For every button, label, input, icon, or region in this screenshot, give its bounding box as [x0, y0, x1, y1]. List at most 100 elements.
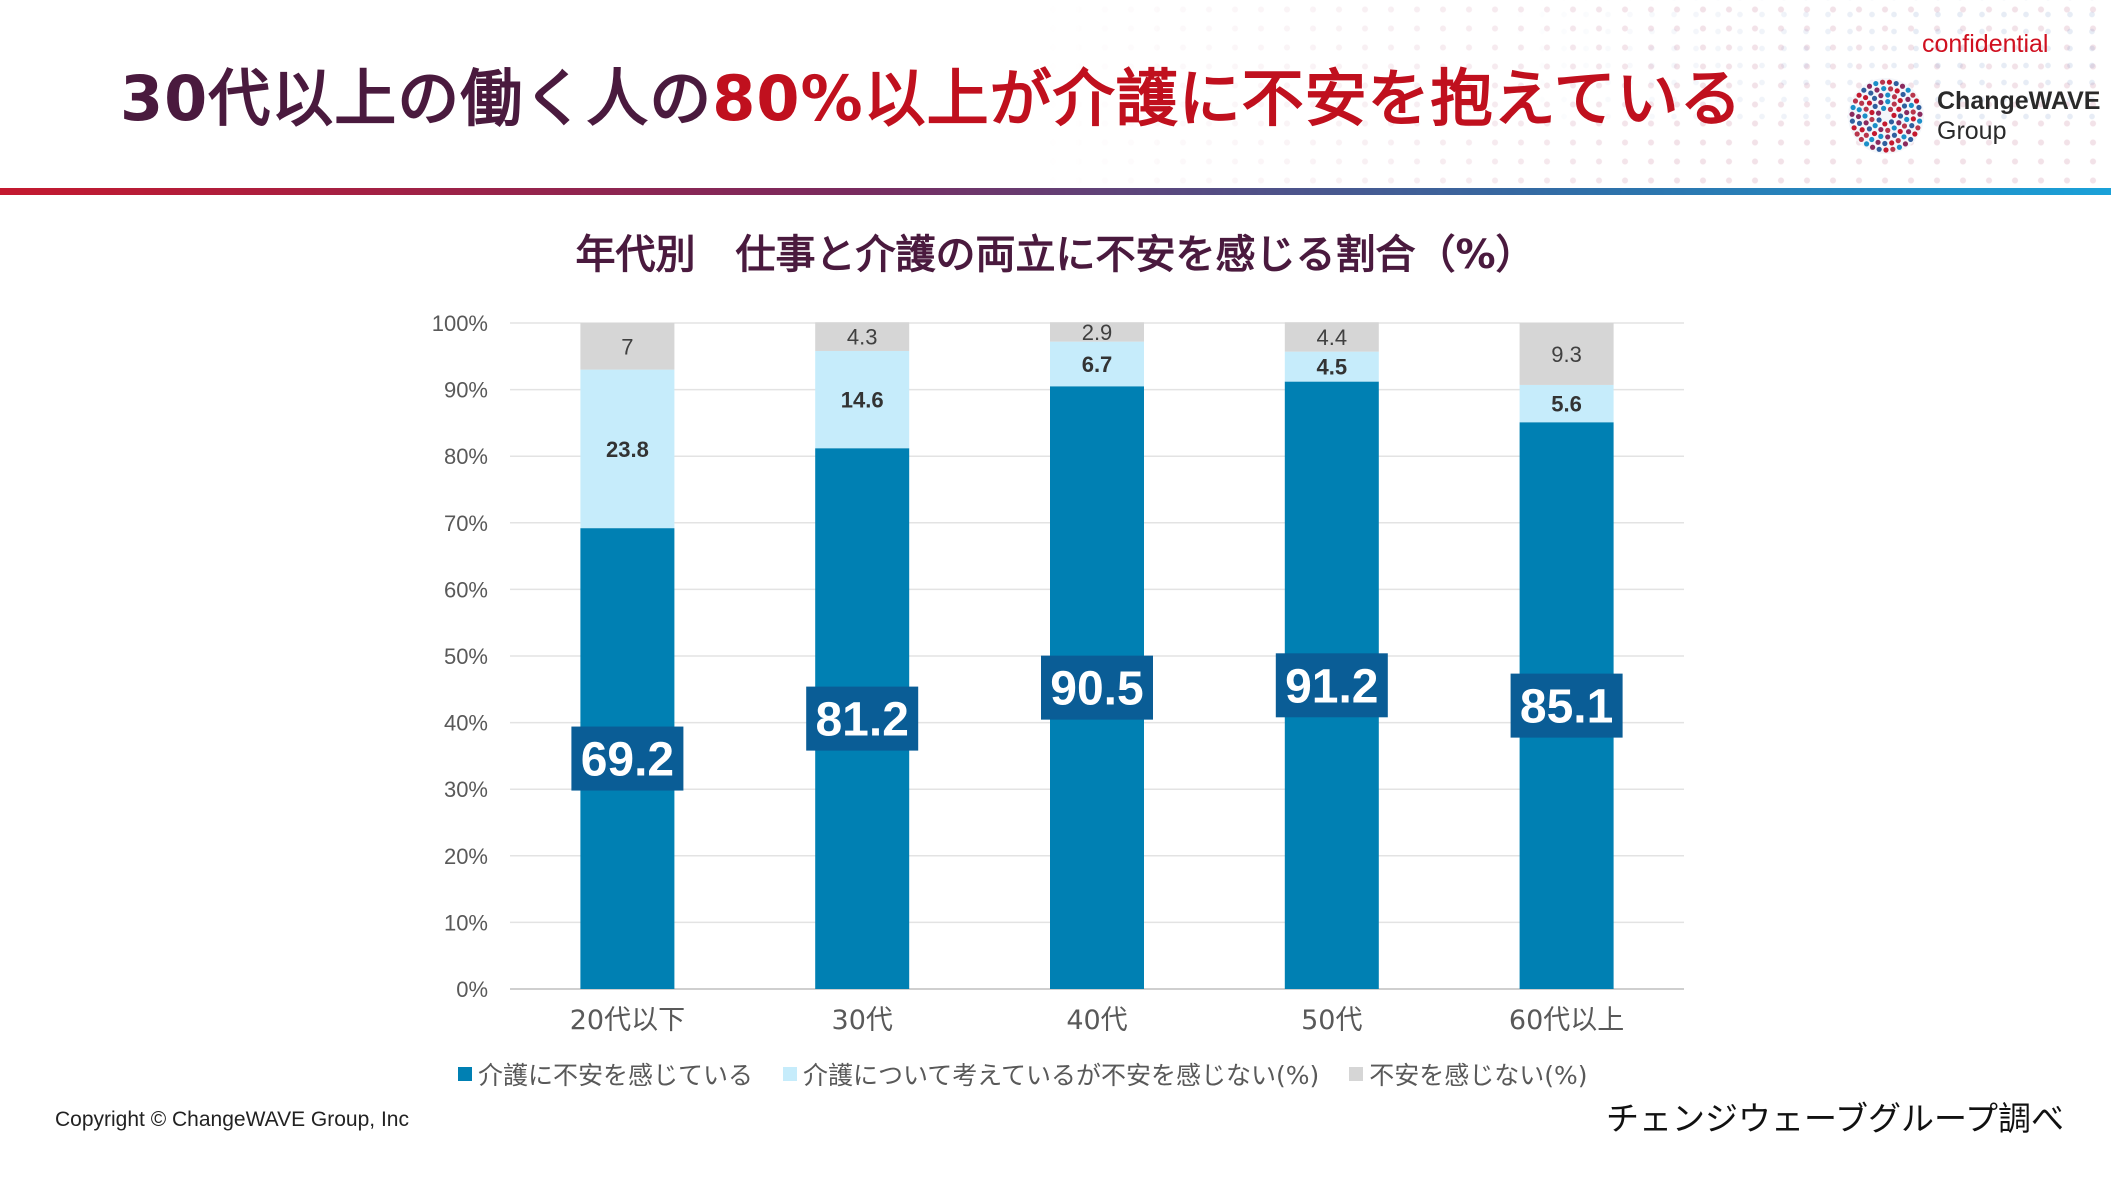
logo-dot	[1866, 83, 1873, 89]
y-tick-label: 40%	[444, 711, 488, 736]
logo-dot	[1871, 95, 1878, 102]
logo-dot	[1856, 92, 1862, 98]
logo-dot	[1871, 130, 1878, 137]
logo-dot	[1869, 136, 1875, 143]
company-logo: ChangeWAVE Group	[1845, 75, 2100, 160]
chart-legend: 介護に不安を感じている 介護について考えているが不安を感じない(%) 不安を感じ…	[458, 1056, 1588, 1092]
logo-dot	[1885, 92, 1891, 98]
logo-dot	[1859, 100, 1865, 106]
data-label-considering: 4.5	[1317, 355, 1348, 380]
x-tick-label: 40代	[1066, 1005, 1127, 1036]
y-tick-label: 20%	[444, 844, 488, 869]
logo-dot	[1895, 138, 1901, 144]
header-dot-pattern-blue	[1500, 0, 2111, 130]
bar-segment-considering	[1284, 351, 1379, 382]
logo-dot	[1861, 87, 1867, 93]
data-label-box	[1275, 653, 1388, 718]
x-tick-label: 60代以上	[1509, 1005, 1624, 1036]
logo-dot	[1876, 117, 1882, 123]
header-dot-pattern	[1040, 0, 2111, 190]
source-note: チェンジウェーブグループ調べ	[1605, 1099, 2064, 1138]
logo-dot	[1849, 118, 1855, 124]
logo-dot	[1863, 141, 1870, 147]
x-tick-label: 30代	[832, 1005, 893, 1036]
y-tick-label: 10%	[444, 910, 488, 935]
logo-dot	[1855, 113, 1862, 120]
data-label-anxious: 90.5	[1050, 663, 1143, 716]
y-tick-label: 70%	[444, 511, 488, 536]
logo-dot	[1910, 109, 1916, 115]
logo-dot	[1896, 106, 1902, 112]
legend-swatch-not-anxious	[1349, 1067, 1364, 1081]
logo-dot	[1866, 100, 1873, 106]
logo-dot	[1882, 140, 1888, 147]
logo-dot	[1888, 86, 1894, 92]
logo-dot	[1881, 85, 1887, 92]
legend-item-not-anxious: 不安を感じない(%)	[1349, 1056, 1588, 1092]
logo-dot	[1885, 127, 1891, 133]
data-label-box	[1510, 673, 1623, 738]
logo-dot	[1888, 119, 1895, 125]
y-tick-label: 30%	[444, 777, 488, 802]
logo-dot	[1905, 87, 1911, 93]
bar-segment-considering	[815, 350, 910, 449]
y-tick-label: 0%	[456, 977, 488, 1002]
logo-dot	[1900, 91, 1906, 98]
logo-dot	[1863, 132, 1869, 138]
logo-dot	[1896, 120, 1902, 126]
header-gradient-rule	[0, 188, 2111, 195]
data-label-not-anxious: 4.3	[847, 325, 878, 350]
logo-globe-icon	[1848, 78, 1924, 154]
copyright-text: Copyright © ChangeWAVE Group, Inc	[55, 1108, 409, 1131]
logo-dot	[1851, 125, 1857, 131]
logo-dot	[1913, 98, 1920, 104]
page-headline: 30代以上の働く人の80%以上が介護に不安を抱えている	[120, 48, 1743, 138]
logo-dot	[1910, 92, 1916, 98]
logo-dot	[1863, 106, 1869, 112]
headline-part-1: 30代以上の働く人の	[120, 62, 713, 135]
logo-dot	[1897, 97, 1903, 104]
logo-dot	[1854, 131, 1860, 137]
logo-dot	[1878, 93, 1884, 99]
logo-dot	[1873, 80, 1879, 87]
logo-dot	[1869, 109, 1875, 116]
data-label-not-anxious: 9.3	[1551, 342, 1582, 367]
logo-dot	[1883, 147, 1889, 153]
data-label-considering: 23.8	[606, 437, 649, 462]
logo-dot	[1887, 106, 1894, 112]
bar-segment-not-anxious	[815, 322, 910, 351]
data-label-box	[571, 726, 684, 791]
logo-dot	[1862, 113, 1868, 119]
logo-dot	[1849, 111, 1855, 117]
legend-swatch-anxious	[458, 1067, 472, 1081]
x-tick-label: 50代	[1301, 1005, 1362, 1036]
data-label-box	[1041, 655, 1153, 720]
legend-label-considering: 介護について考えているが不安を感じない(%)	[803, 1061, 1320, 1090]
logo-dot	[1872, 123, 1878, 129]
logo-dot	[1869, 144, 1876, 150]
logo-dot	[1899, 83, 1906, 89]
y-tick-label: 80%	[444, 444, 488, 469]
logo-dot	[1876, 146, 1882, 152]
data-label-considering: 6.7	[1082, 352, 1113, 377]
logo-dot	[1896, 144, 1903, 150]
logo-dot	[1891, 101, 1897, 107]
legend-item-anxious: 介護に不安を感じている	[458, 1056, 753, 1092]
logo-dot	[1891, 112, 1897, 118]
legend-label-not-anxious: 不安を感じない(%)	[1369, 1061, 1588, 1090]
logo-dot	[1904, 109, 1910, 116]
logo-dot	[1905, 129, 1912, 135]
logo-dot	[1916, 104, 1922, 111]
logo-dot	[1863, 120, 1869, 126]
logo-dot	[1879, 79, 1886, 85]
logo-dot	[1901, 123, 1908, 129]
logo-dot	[1856, 107, 1862, 113]
data-label-anxious: 81.2	[815, 694, 908, 747]
logo-dot	[1856, 120, 1863, 126]
data-label-not-anxious: 2.9	[1082, 320, 1113, 345]
bar-segment-not-anxious	[1284, 322, 1379, 352]
logo-dot	[1885, 99, 1891, 105]
logo-dot	[1909, 123, 1915, 129]
data-label-considering: 5.6	[1551, 392, 1582, 417]
data-label-not-anxious: 7	[621, 334, 633, 359]
